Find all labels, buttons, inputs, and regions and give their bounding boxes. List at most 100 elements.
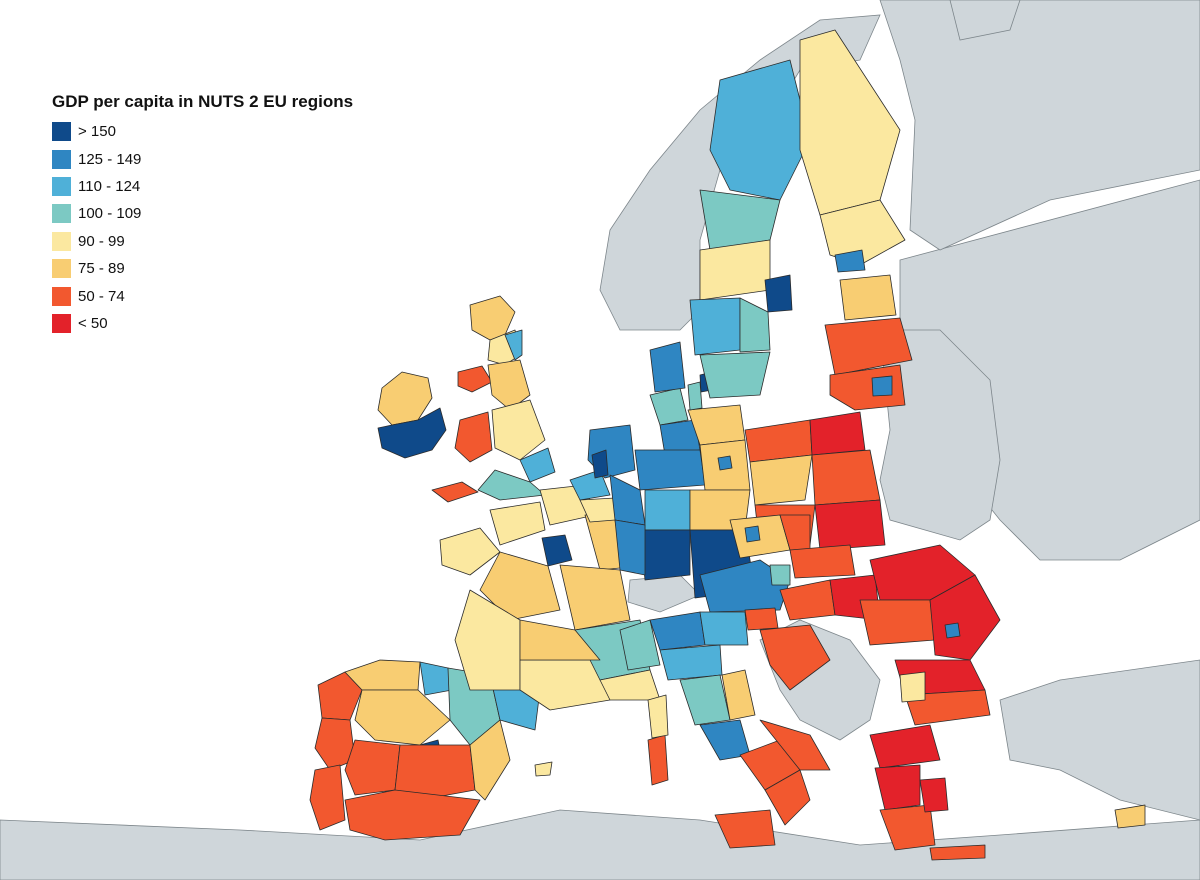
region-valencia <box>469 719 511 801</box>
ireland <box>377 371 447 459</box>
region-wales <box>454 411 493 463</box>
region-nouvelle-aquitaine <box>454 589 521 691</box>
region-berlin <box>717 455 733 471</box>
region-northern-ireland <box>457 365 493 393</box>
region-scotland-north-east <box>504 329 523 361</box>
region-sofia <box>899 671 926 703</box>
legend-item: 90 - 99 <box>52 228 353 255</box>
ukraine-belarus-land <box>879 329 1001 541</box>
central-europe <box>699 514 881 631</box>
region-london <box>519 447 556 483</box>
region-lower-saxony <box>634 449 706 491</box>
legend-swatch <box>52 231 71 251</box>
region-latvia <box>824 317 913 376</box>
legend-item: < 50 <box>52 310 353 337</box>
region-netherlands-randstad <box>591 449 609 479</box>
legend-swatch <box>52 122 71 142</box>
region-masovia <box>811 449 881 506</box>
region-limousin-auvergne <box>519 619 601 661</box>
region-asturias-cantabria <box>344 659 421 691</box>
region-thessaly <box>874 764 921 811</box>
legend-label: 110 - 124 <box>78 177 141 195</box>
region-belgium-flanders <box>569 469 611 501</box>
region-castilla-leon <box>354 689 451 746</box>
region-rhineland <box>614 519 646 576</box>
region-upper-norrland <box>709 59 811 201</box>
united-kingdom <box>431 295 556 503</box>
region-attica <box>919 777 949 813</box>
region-finland-north <box>799 29 901 216</box>
south-east-europe <box>759 544 1001 726</box>
region-ireland-north-west <box>377 371 433 426</box>
legend-label: < 50 <box>78 314 108 332</box>
region-west-sweden <box>689 297 741 356</box>
region-schleswig-holstein <box>649 387 689 426</box>
region-balearic <box>534 761 553 777</box>
map-title: GDP per capita in NUTS 2 EU regions <box>52 92 354 111</box>
region-cornwall <box>431 481 479 503</box>
legend-label: 125 - 149 <box>78 150 142 168</box>
region-vilnius <box>871 375 893 397</box>
region-slovenia <box>744 607 779 631</box>
region-apulia <box>759 719 831 771</box>
region-greater-poland <box>749 454 813 506</box>
legend-item: 125 - 149 <box>52 145 353 172</box>
region-tuscany <box>679 674 731 726</box>
region-corsica <box>647 734 669 786</box>
region-romania-south <box>929 574 1001 661</box>
region-piedmont <box>619 619 661 671</box>
region-ireland-south-east <box>377 407 447 459</box>
region-finland-east <box>819 199 906 266</box>
region-zealand <box>687 381 703 411</box>
region-crete <box>929 844 986 861</box>
italy <box>619 611 831 849</box>
legend-label: > 150 <box>78 123 116 141</box>
region-lublin <box>814 499 886 551</box>
region-emilia <box>659 644 723 681</box>
region-stockholm <box>764 274 793 313</box>
scandinavia <box>689 29 906 399</box>
legend-item: > 150 <box>52 118 353 145</box>
legend-item: 100 - 109 <box>52 200 353 227</box>
region-croatia <box>759 624 831 691</box>
region-helsinki <box>834 249 866 273</box>
region-andalusia <box>344 789 481 841</box>
turkey-land <box>999 659 1200 821</box>
legend-swatch <box>52 259 71 279</box>
region-south-sweden <box>699 351 771 399</box>
region-peloponnese <box>879 804 936 851</box>
region-macedonia-greece <box>869 724 941 769</box>
region-belgium-wallonia <box>579 497 616 523</box>
north-africa-land <box>0 809 1200 880</box>
region-veneto <box>699 611 749 646</box>
switzerland-land <box>627 574 701 613</box>
region-estonia <box>839 274 897 321</box>
region-ile-de-france <box>541 534 573 567</box>
legend-item: 75 - 89 <box>52 255 353 282</box>
region-jutland <box>649 341 686 393</box>
legend-label: 100 - 109 <box>78 205 142 223</box>
region-bulgaria-south <box>904 689 991 726</box>
region-cyprus <box>1114 804 1146 829</box>
region-castilla-la-mancha <box>394 744 476 801</box>
region-east-middle-sweden <box>739 297 771 353</box>
legend-item: 110 - 124 <box>52 173 353 200</box>
region-romania-west <box>859 599 936 646</box>
greece-cyprus <box>869 724 1146 861</box>
region-marche <box>721 669 756 721</box>
region-midlands <box>491 399 546 461</box>
region-bohemia <box>729 514 791 559</box>
legend-swatch <box>52 313 71 333</box>
region-sardinia-north <box>647 694 669 739</box>
region-burgundy <box>559 564 631 631</box>
legend-item: 50 - 74 <box>52 282 353 309</box>
region-hesse <box>644 489 691 531</box>
region-portugal-north <box>314 717 356 771</box>
legend-label: 75 - 89 <box>78 260 125 278</box>
legend-swatch <box>52 204 71 224</box>
russia-north-land <box>879 0 1200 251</box>
legend-swatch <box>52 176 71 196</box>
region-brittany <box>439 527 501 576</box>
